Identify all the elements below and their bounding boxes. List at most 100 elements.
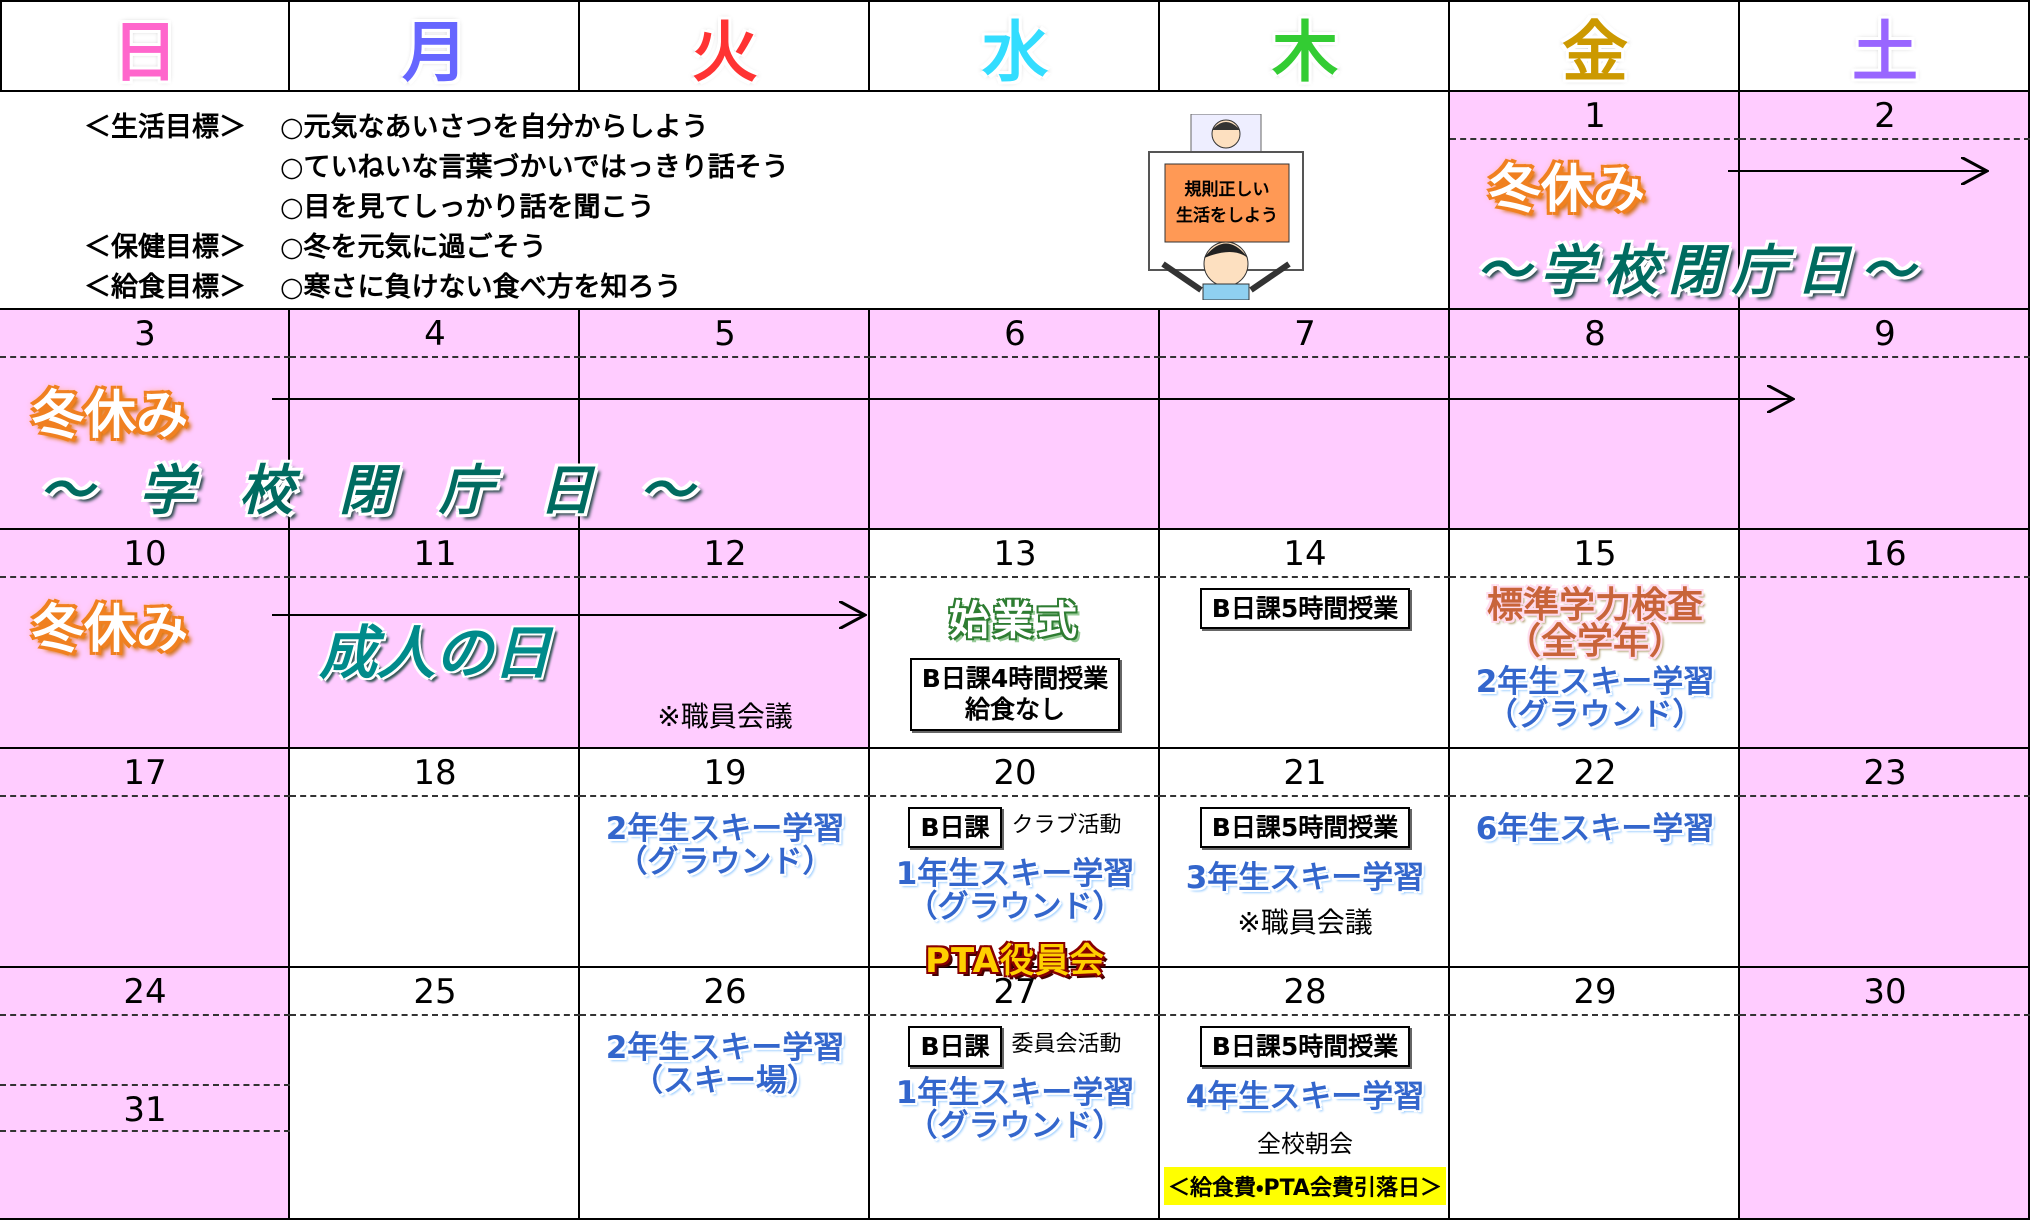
event: 3年生スキー学習	[1185, 860, 1425, 897]
goal-item: ○元気なあいさつを自分からしよう	[280, 112, 709, 143]
header-cell	[870, 2, 1160, 92]
day-cell	[0, 968, 290, 1220]
day-events: 成人の日	[290, 578, 580, 747]
event: B日課5時間授業	[1199, 588, 1411, 630]
event: 1年生スキー学習 （グラウンド）	[895, 856, 1135, 925]
date-number: 17	[0, 749, 290, 797]
event: 1年生スキー学習 （グラウンド）	[895, 1075, 1135, 1144]
event: 4年生スキー学習	[1185, 1079, 1425, 1116]
date-number: 28	[1160, 968, 1450, 1016]
header-cell	[1740, 2, 2030, 92]
date-number: 5	[580, 310, 870, 358]
goal-item: ○ていねいな言葉づかいではっきり話そう	[280, 152, 789, 183]
date-number: 26	[580, 968, 870, 1016]
event: 成人の日	[318, 619, 551, 687]
date-number: 24	[0, 968, 290, 1016]
date-number: 29	[1450, 968, 1740, 1016]
date-number: 1	[1450, 92, 1740, 140]
date-number: 16	[1740, 530, 2030, 578]
event: ※職員会議	[657, 700, 793, 733]
arms	[1161, 261, 1291, 293]
date-number: 3	[0, 310, 290, 358]
day-cell	[1450, 749, 1740, 968]
date-number: 7	[1160, 310, 1450, 358]
day-events: B日課 クラブ活動 1年生スキー学習 （グラウンド） PTA役員会	[870, 797, 1160, 981]
date-number: 6	[870, 310, 1160, 358]
poster-line: 規則正しい	[1184, 180, 1270, 200]
date-number: 11	[290, 530, 580, 578]
date-number: 2	[1740, 92, 2030, 140]
event: 標準学力検査 （全学年）	[1486, 585, 1703, 662]
date-number: 4	[290, 310, 580, 358]
day-cell	[870, 749, 1160, 968]
event: 2年生スキー学習 （スキー場）	[605, 1030, 845, 1099]
day-events: 2年生スキー学習 （スキー場）	[580, 1016, 870, 1218]
event: クラブ活動	[1011, 813, 1122, 838]
date-number: 13	[870, 530, 1160, 578]
header-cell	[580, 2, 870, 92]
date-number: 27	[870, 968, 1160, 1016]
event: B日課	[908, 1026, 1002, 1068]
day-cell	[580, 530, 870, 749]
date-number: 12	[580, 530, 870, 578]
day-cell	[1740, 310, 2030, 530]
day-cell	[0, 749, 290, 968]
date-number: 19	[580, 749, 870, 797]
day-events: B日課5時間授業 4年生スキー学習全校朝会 ＜給食費・PTA会費引落日＞	[1160, 1016, 1450, 1218]
goals-cell	[0, 92, 1450, 310]
event: 2年生スキー学習 （グラウンド）	[1475, 664, 1715, 733]
goal-label: ＜生活目標＞	[84, 112, 246, 143]
day-cell	[290, 530, 580, 749]
event: 6年生スキー学習	[1475, 811, 1715, 847]
day-cell	[870, 310, 1160, 530]
day-cell	[580, 310, 870, 530]
goal-item: ○寒さに負けない食べ方を知ろう	[280, 272, 682, 303]
day-cell	[870, 530, 1160, 749]
day-events: B日課5時間授業	[1160, 578, 1450, 747]
event: B日課5時間授業	[1199, 1026, 1411, 1068]
day-cell	[0, 530, 290, 749]
break-label: 冬休み	[32, 386, 189, 446]
break-label: 冬休み	[1489, 160, 1646, 220]
header-cell	[290, 2, 580, 92]
event: B日課4時間授業 給食なし	[909, 658, 1121, 731]
day-events: B日課 委員会活動 1年生スキー学習 （グラウンド）	[870, 1016, 1160, 1218]
event: B日課5時間授業	[1199, 807, 1411, 849]
day-cell	[1450, 310, 1740, 530]
hair-top	[1212, 122, 1240, 130]
weekday: 月	[402, 14, 468, 91]
goal-label	[84, 188, 246, 228]
event: ＜給食費・PTA会費引落日＞	[1164, 1166, 1446, 1205]
day-events: B日課5時間授業 3年生スキー学習 ※職員会議	[1160, 797, 1450, 966]
day-events: ※職員会議	[580, 578, 870, 747]
break-label: 冬休み	[32, 600, 189, 660]
weekday: 金	[1562, 14, 1628, 91]
weekday: 土	[1852, 14, 1918, 91]
date-number: 21	[1160, 749, 1450, 797]
date-number: 25	[290, 968, 580, 1016]
day-cell	[1740, 92, 2030, 310]
shirt	[1202, 283, 1250, 301]
event: 2年生スキー学習 （グラウンド）	[605, 811, 845, 880]
event: ※職員会議	[1237, 905, 1373, 939]
day-events: 6年生スキー学習	[1450, 797, 1740, 966]
date-number: 31	[0, 1084, 290, 1132]
date-number: 15	[1450, 530, 1740, 578]
event: 全校朝会	[1257, 1129, 1353, 1158]
day-cell	[290, 310, 580, 530]
event: 始業式	[949, 598, 1081, 644]
weekday: 火	[692, 14, 758, 91]
goals: ＜生活目標＞ ○元気なあいさつを自分からしよう ○ていねいな言葉づかいではっきり話そ…	[84, 108, 789, 308]
goal-label: ＜給食目標＞	[84, 272, 246, 303]
date-number: 9	[1740, 310, 2030, 358]
date-number: 14	[1160, 530, 1450, 578]
weekday: 日	[112, 14, 178, 91]
day-events: 始業式 B日課4時間授業 給食なし	[870, 578, 1160, 747]
day-cell	[1740, 749, 2030, 968]
day-cell	[1740, 968, 2030, 1220]
poster-text: 規則正しい 生活をしよう	[1165, 164, 1289, 242]
day-cell	[1160, 530, 1450, 749]
event-row: B日課 委員会活動	[908, 1026, 1122, 1068]
